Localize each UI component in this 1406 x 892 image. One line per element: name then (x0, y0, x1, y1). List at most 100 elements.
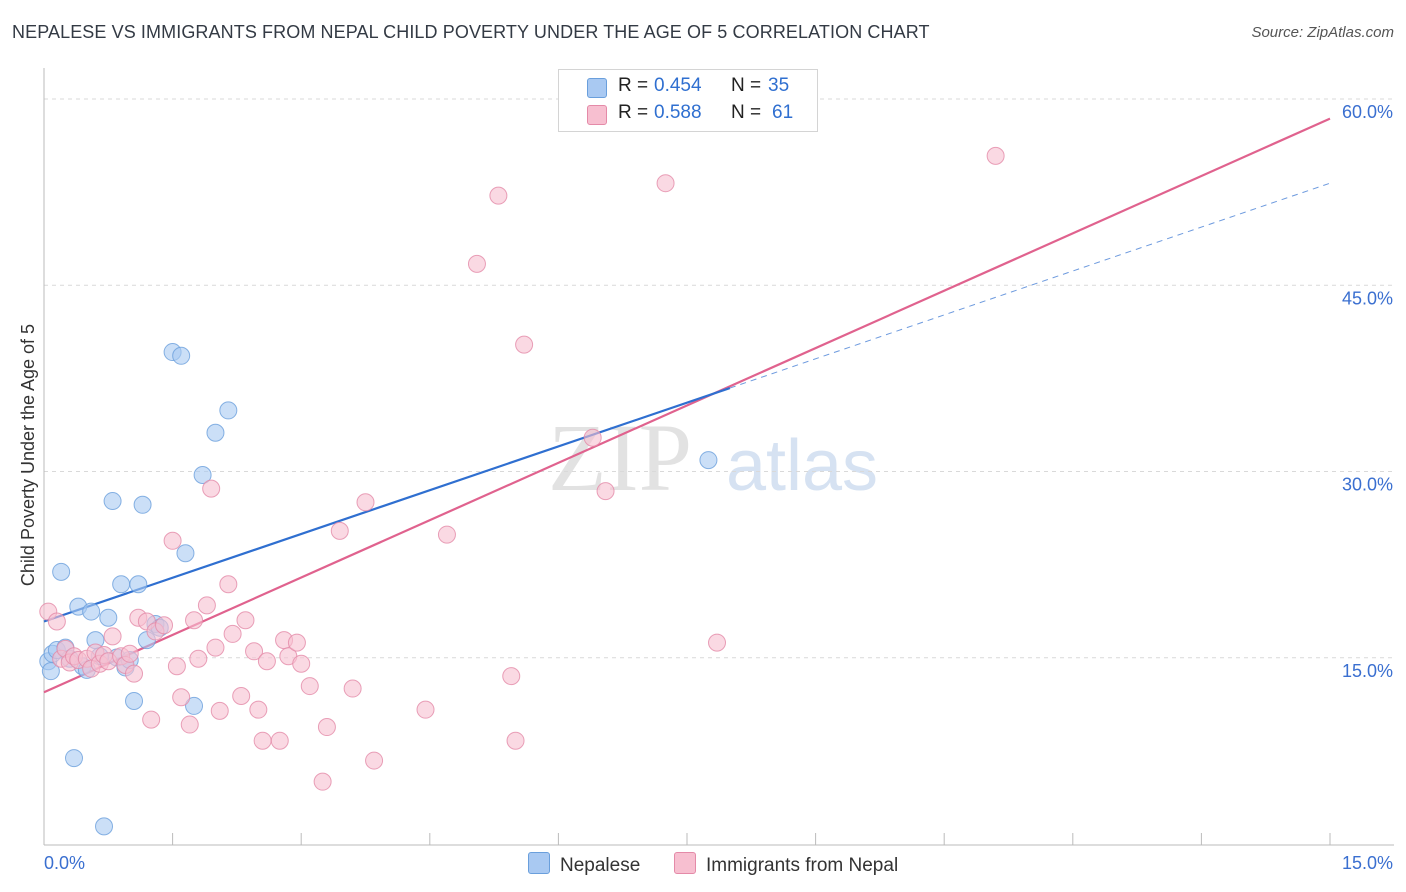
point-nepalese (176, 544, 195, 563)
y-tick-label: 15.0% (1342, 661, 1393, 681)
point-immigrants (172, 688, 191, 707)
legend-r-value-immigrants: 0.588 (654, 102, 702, 123)
point-immigrants (223, 624, 242, 643)
point-immigrants (257, 652, 276, 671)
point-nepalese (52, 562, 71, 581)
trendline-nepalese (43, 387, 731, 623)
point-nepalese (172, 346, 191, 365)
point-nepalese (112, 575, 131, 594)
trendline-immigrants (43, 117, 1331, 694)
point-immigrants (245, 642, 264, 661)
correlation-legend: R = 0.454 N = 35 R = 0.588 N = 61 (558, 69, 818, 132)
legend-r-value-nepalese: 0.454 (654, 75, 702, 96)
chart-source: Source: ZipAtlas.com (1251, 24, 1394, 41)
point-immigrants (708, 633, 727, 652)
legend-n-label: N = (731, 75, 762, 96)
point-immigrants (489, 186, 508, 205)
axis-labels: 15.0% 30.0% 45.0% 60.0% 0.0% 15.0% (44, 102, 1393, 873)
point-immigrants (219, 575, 238, 594)
point-nepalese (95, 817, 114, 836)
point-nepalese (193, 465, 212, 484)
legend-swatch-nepalese (587, 78, 607, 98)
trendlines (43, 117, 1331, 694)
point-immigrants (313, 772, 332, 791)
point-nepalese (99, 608, 118, 627)
point-immigrants (202, 479, 221, 498)
gridlines (44, 98, 1394, 659)
legend-label-immigrants: Immigrants from Nepal (706, 855, 899, 876)
legend-n-label: N = (731, 102, 762, 123)
point-immigrants (185, 611, 204, 630)
point-immigrants (416, 700, 435, 719)
legend-swatch-nepalese (528, 852, 550, 874)
point-immigrants (317, 718, 336, 737)
point-immigrants (583, 428, 602, 447)
point-nepalese (129, 575, 148, 594)
point-immigrants (356, 493, 375, 512)
trendline-nepalese-extension (729, 182, 1331, 389)
point-immigrants (189, 649, 208, 668)
legend-swatch-immigrants (587, 105, 607, 125)
point-immigrants (300, 677, 319, 696)
point-nepalese (103, 492, 122, 511)
point-immigrants (249, 700, 268, 719)
point-immigrants (292, 654, 311, 673)
point-immigrants (47, 612, 66, 631)
legend-n-value-nepalese: 35 (768, 75, 790, 96)
y-tick-label: 60.0% (1342, 102, 1393, 122)
point-immigrants (163, 531, 182, 550)
point-immigrants (180, 715, 199, 734)
point-immigrants (197, 596, 216, 615)
point-immigrants (343, 679, 362, 698)
point-nepalese (185, 696, 204, 715)
point-immigrants (270, 731, 289, 750)
x-tick-label: 15.0% (1342, 853, 1393, 873)
y-tick-label: 30.0% (1342, 475, 1393, 495)
point-immigrants (253, 731, 272, 750)
legend-label-nepalese: Nepalese (560, 855, 641, 876)
point-immigrants (502, 667, 521, 686)
point-immigrants (656, 174, 675, 193)
point-immigrants (103, 627, 122, 646)
point-immigrants (437, 525, 456, 544)
axes (43, 68, 1394, 846)
point-immigrants (287, 633, 306, 652)
point-immigrants (206, 638, 225, 657)
point-nepalese (699, 451, 718, 470)
point-nepalese (41, 662, 60, 681)
point-immigrants (125, 664, 144, 683)
point-immigrants (210, 701, 229, 720)
legend-swatch-immigrants (674, 852, 696, 874)
chart-title: NEPALESE VS IMMIGRANTS FROM NEPAL CHILD … (12, 22, 930, 42)
point-immigrants (167, 657, 186, 676)
point-immigrants (596, 482, 615, 501)
legend-item-immigrants: Immigrants from Nepal (674, 852, 898, 877)
point-immigrants (330, 521, 349, 540)
data-points (39, 146, 1005, 836)
point-nepalese (125, 691, 144, 710)
point-immigrants (155, 616, 174, 635)
point-immigrants (467, 254, 486, 273)
point-immigrants (142, 710, 161, 729)
point-nepalese (206, 423, 225, 442)
point-immigrants (986, 146, 1005, 165)
legend-r-label: R = (618, 102, 649, 123)
point-immigrants (515, 335, 534, 354)
y-tick-label: 45.0% (1342, 288, 1393, 308)
point-nepalese (219, 401, 238, 420)
series-legend: Nepalese Immigrants from Nepal (0, 852, 1406, 878)
legend-item-nepalese: Nepalese (528, 852, 640, 877)
point-immigrants (120, 644, 139, 663)
point-immigrants (232, 687, 251, 705)
y-axis-title: Child Poverty Under the Age of 5 (18, 324, 38, 586)
legend-r-label: R = (618, 75, 649, 96)
point-immigrants (365, 751, 384, 770)
point-nepalese (133, 495, 152, 514)
watermark-atlas: atlas (726, 426, 878, 506)
point-nepalese (82, 602, 101, 621)
point-immigrants (506, 731, 525, 750)
point-nepalese (65, 749, 84, 768)
point-immigrants (236, 611, 255, 630)
legend-n-value-immigrants: 61 (772, 102, 794, 123)
